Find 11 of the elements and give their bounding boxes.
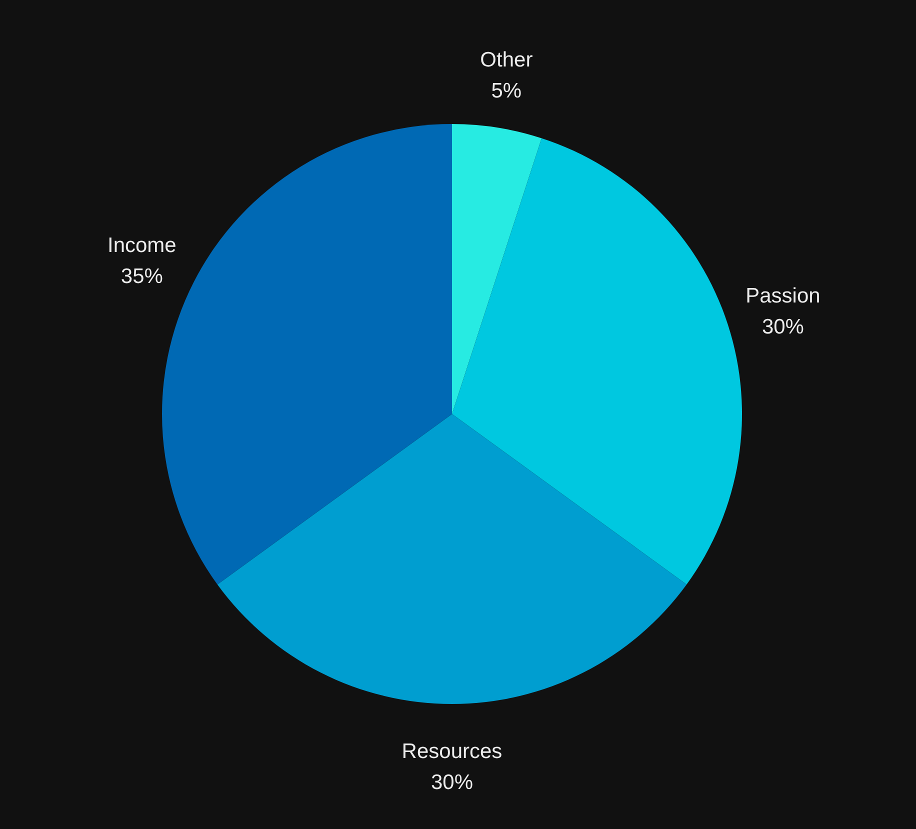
slice-label: Other — [480, 48, 533, 72]
data-label: 35% — [120, 265, 163, 288]
slice-label: Passion — [746, 284, 820, 308]
slice-label: Income — [107, 234, 176, 258]
pie-slice — [452, 124, 542, 414]
slice-label: Resources — [402, 740, 502, 763]
data-label: 30% — [430, 771, 474, 794]
data-label: 30% — [762, 315, 804, 338]
pie-slice — [452, 138, 742, 584]
data-label: 5% — [491, 79, 522, 102]
pie-slice — [217, 414, 687, 704]
